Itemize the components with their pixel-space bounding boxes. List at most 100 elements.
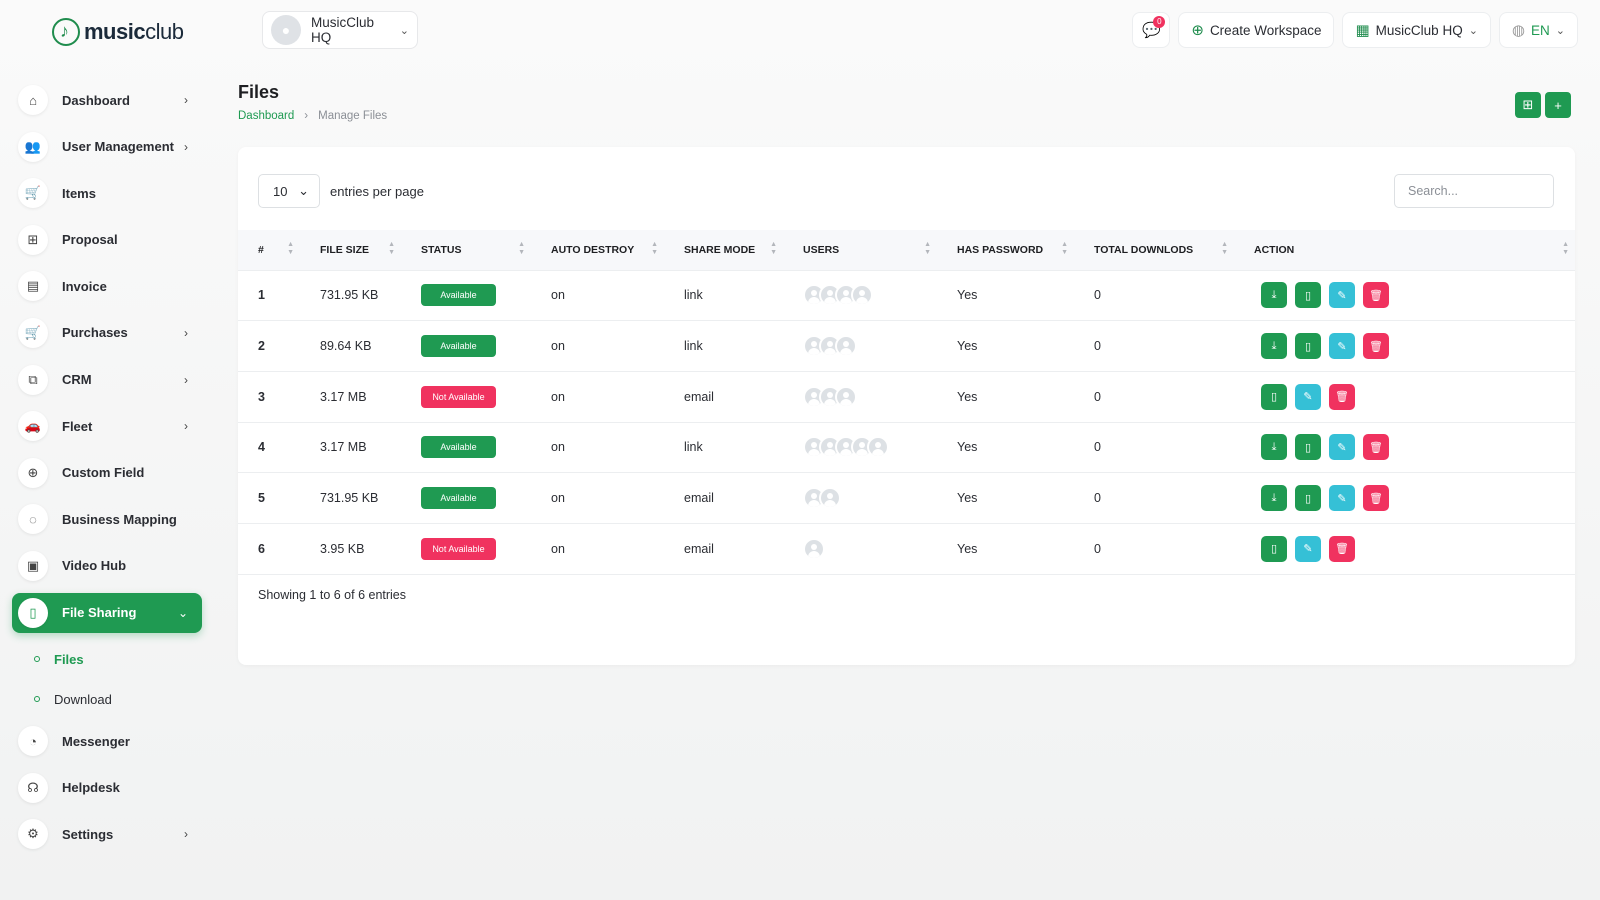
delete-button[interactable]: 🗑: [1363, 434, 1389, 461]
file-size-cell: 3.95 KB: [320, 541, 365, 556]
column-header-has-password[interactable]: HAS PASSWORD ▲ ▼: [937, 230, 1074, 270]
chevron-right-icon: ›: [184, 827, 188, 842]
column-header-status[interactable]: STATUS ▲ ▼: [401, 230, 531, 270]
language-dropdown[interactable]: ◍ EN ⌄: [1498, 12, 1578, 48]
plus-circle-icon: ⊕: [18, 457, 48, 488]
user-avatar-icon[interactable]: [819, 487, 841, 510]
action-cell: ⤓ ▯ ✎ 🗑: [1234, 270, 1575, 321]
share-mode-cell: email: [684, 541, 714, 556]
delete-button[interactable]: 🗑: [1363, 282, 1389, 309]
edit-button[interactable]: ✎: [1295, 383, 1321, 410]
action-cell: ▯ ✎ 🗑: [1234, 371, 1575, 422]
download-button[interactable]: ⤓: [1261, 282, 1287, 309]
file-icon: ▯: [1304, 441, 1312, 454]
delete-button[interactable]: 🗑: [1329, 383, 1355, 410]
apps-icon: ▦: [1355, 22, 1370, 39]
sort-icon: ▲ ▼: [770, 241, 777, 256]
trash-icon: 🗑: [1369, 492, 1383, 505]
grid-icon: ⊞: [1522, 97, 1534, 112]
delete-button[interactable]: 🗑: [1363, 333, 1389, 360]
sidebar-item-dashboard[interactable]: ⌂ Dashboard ›: [12, 80, 202, 120]
view-file-button[interactable]: ▯: [1295, 282, 1321, 309]
pencil-icon: ✎: [1303, 543, 1313, 556]
table-row: 3 3.17 MB Not Available on email Yes 0 ▯ ✎ 🗑: [238, 371, 1575, 422]
edit-button[interactable]: ✎: [1295, 535, 1321, 562]
entries-select[interactable]: 10 ⌄: [258, 174, 320, 208]
submenu-item-download[interactable]: Download: [34, 679, 202, 719]
header-actions: ⊞ +: [1515, 92, 1571, 118]
column-header-share-mode[interactable]: SHARE MODE ▲ ▼: [664, 230, 783, 270]
notifications-button[interactable]: 💬 0: [1132, 12, 1171, 48]
action-cell: ⤓ ▯ ✎ 🗑: [1234, 422, 1575, 473]
proposal-icon: ⊞: [18, 224, 48, 255]
workspace-dropdown-label: MusicClub HQ: [1375, 22, 1463, 38]
delete-button[interactable]: 🗑: [1363, 485, 1389, 512]
invoice-icon: ▤: [18, 271, 48, 302]
edit-button[interactable]: ✎: [1329, 434, 1355, 461]
column-header-auto-destroy[interactable]: AUTO DESTROY ▲ ▼: [531, 230, 664, 270]
users-cell: [783, 523, 937, 574]
sidebar-item-label: Messenger: [62, 733, 130, 749]
column-header-number[interactable]: # ▲ ▼: [238, 230, 300, 270]
sidebar-item-helpdesk[interactable]: ☊ Helpdesk: [12, 768, 202, 808]
download-button[interactable]: ⤓: [1261, 485, 1287, 512]
breadcrumb-dashboard-link[interactable]: Dashboard: [238, 110, 295, 122]
user-avatar-icon[interactable]: [835, 335, 857, 358]
file-icon: ▯: [1304, 340, 1312, 353]
download-button[interactable]: ⤓: [1261, 333, 1287, 360]
submenu-item-files[interactable]: Files: [34, 639, 202, 679]
view-file-button[interactable]: ▯: [1261, 535, 1287, 562]
sidebar-item-file-sharing[interactable]: ▯ File Sharing ⌄: [12, 592, 202, 633]
create-workspace-button[interactable]: ⊕ Create Workspace: [1178, 12, 1335, 48]
column-header-users[interactable]: USERS ▲ ▼: [783, 230, 937, 270]
sidebar-item-purchases[interactable]: 🛒 Purchases ›: [12, 313, 202, 353]
row-actions: ⤓ ▯ ✎ 🗑: [1254, 434, 1575, 461]
sidebar-item-custom-field[interactable]: ⊕ Custom Field: [12, 453, 202, 493]
user-avatar-group: [803, 537, 937, 560]
view-file-button[interactable]: ▯: [1261, 383, 1287, 410]
sidebar-item-business-mapping[interactable]: ◌ Business Mapping: [12, 499, 202, 539]
pencil-icon: ✎: [1303, 391, 1313, 404]
workspace-dropdown[interactable]: ▦ MusicClub HQ ⌄: [1342, 12, 1491, 48]
status-badge: Available: [421, 487, 496, 510]
column-header-label: TOTAL DOWNLODS: [1094, 243, 1194, 256]
user-avatar-icon[interactable]: [803, 537, 825, 560]
download-icon: ⤓: [1271, 339, 1277, 352]
add-file-button[interactable]: +: [1545, 92, 1571, 118]
sidebar-item-messenger[interactable]: ◔ Messenger: [12, 721, 202, 761]
column-header-label: USERS: [803, 243, 840, 256]
user-avatar-icon[interactable]: [835, 385, 857, 408]
edit-button[interactable]: ✎: [1329, 333, 1355, 360]
plus-circle-icon: ⊕: [1191, 22, 1204, 39]
sidebar-item-invoice[interactable]: ▤ Invoice: [12, 266, 202, 306]
view-file-button[interactable]: ▯: [1295, 333, 1321, 360]
chevron-right-icon: ›: [184, 325, 188, 340]
sidebar-item-video-hub[interactable]: ▣ Video Hub: [12, 546, 202, 586]
edit-button[interactable]: ✎: [1329, 282, 1355, 309]
column-header-total-downloads[interactable]: TOTAL DOWNLODS ▲ ▼: [1074, 230, 1234, 270]
sidebar-item-crm[interactable]: ⧉ CRM ›: [12, 360, 202, 400]
chevron-right-icon: ›: [184, 93, 188, 107]
sidebar-item-items[interactable]: 🛒 Items: [12, 173, 202, 213]
column-header-label: FILE SIZE: [320, 243, 370, 256]
search-input[interactable]: [1394, 174, 1554, 208]
create-workspace-label: Create Workspace: [1209, 22, 1322, 38]
edit-button[interactable]: ✎: [1329, 485, 1355, 512]
view-file-button[interactable]: ▯: [1295, 485, 1321, 512]
sidebar-item-settings[interactable]: ⚙ Settings ›: [12, 814, 202, 854]
sidebar-item-proposal[interactable]: ⊞ Proposal: [12, 220, 202, 260]
delete-button[interactable]: 🗑: [1329, 535, 1355, 562]
user-avatar-icon[interactable]: [851, 284, 873, 307]
view-file-button[interactable]: ▯: [1295, 434, 1321, 461]
column-header-action[interactable]: ACTION ▲ ▼: [1234, 230, 1575, 270]
sidebar-item-user-management[interactable]: 👥 User Management ›: [12, 127, 202, 167]
brand-logo[interactable]: musicclub: [52, 18, 184, 46]
sidebar-item-label: CRM: [62, 372, 92, 388]
sidebar-item-fleet[interactable]: 🚗 Fleet ›: [12, 406, 202, 446]
workspace-switcher[interactable]: ● MusicClub HQ ⌄: [262, 11, 418, 49]
column-header-file-size[interactable]: FILE SIZE ▲ ▼: [300, 230, 401, 270]
download-button[interactable]: ⤓: [1261, 434, 1287, 461]
grid-view-button[interactable]: ⊞: [1515, 92, 1541, 118]
user-avatar-icon[interactable]: [867, 436, 889, 459]
circle-dashed-icon: ◌: [18, 504, 48, 535]
